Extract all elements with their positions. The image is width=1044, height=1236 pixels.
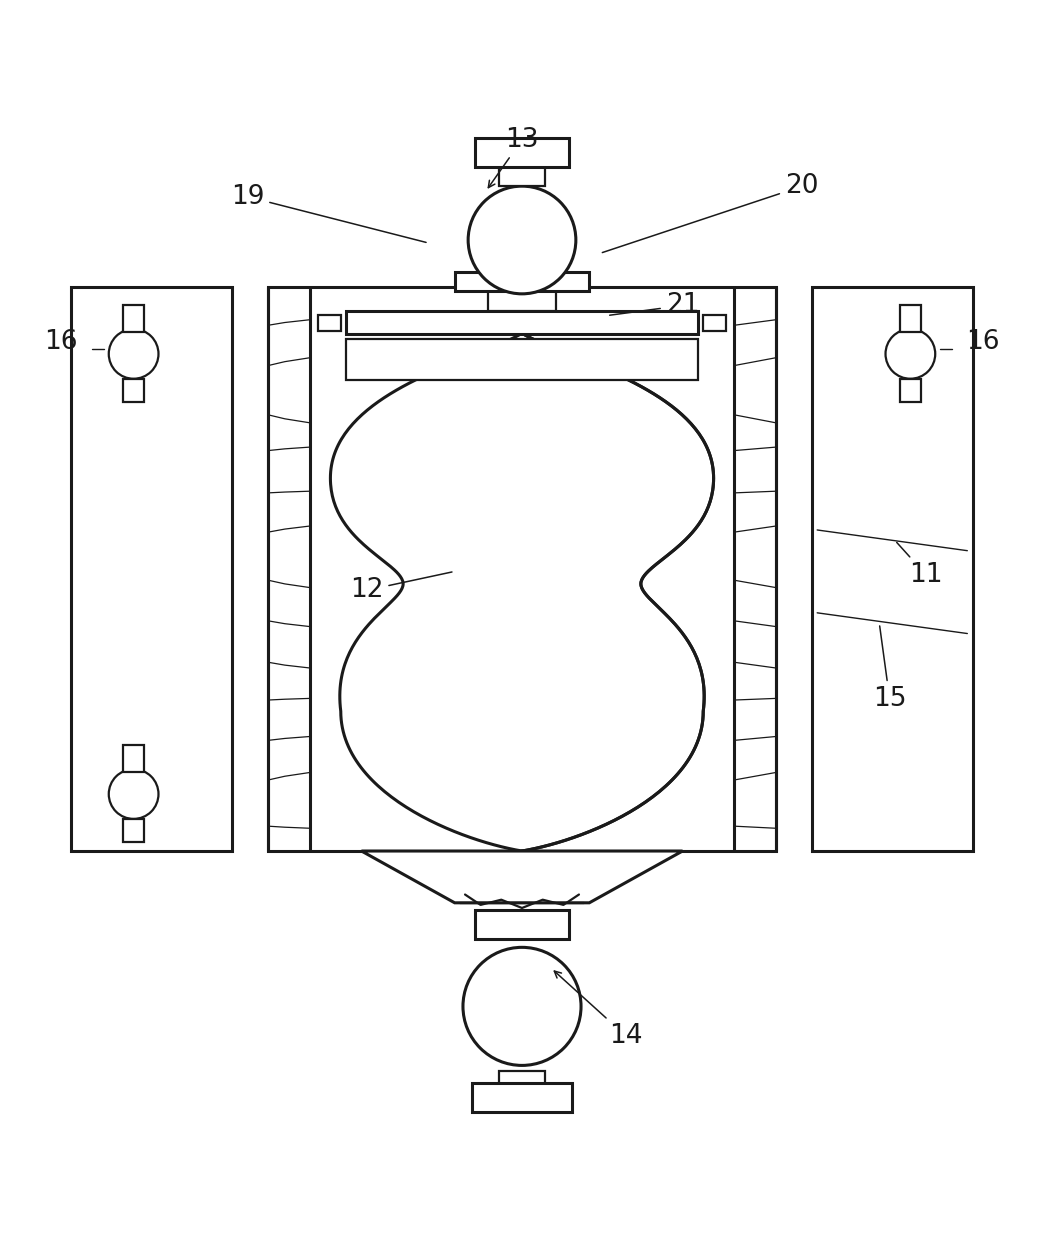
Text: 11: 11	[897, 543, 943, 588]
Bar	[704, 314, 726, 331]
Text: 15: 15	[873, 625, 906, 712]
Bar	[900, 378, 921, 402]
Bar	[475, 910, 569, 939]
Polygon shape	[330, 334, 714, 852]
Bar	[123, 819, 144, 842]
Bar	[472, 1083, 572, 1112]
Circle shape	[109, 329, 159, 378]
Bar	[812, 287, 973, 852]
Bar	[346, 311, 698, 334]
Polygon shape	[361, 852, 683, 902]
Circle shape	[468, 187, 576, 294]
Text: 16: 16	[45, 329, 78, 355]
Polygon shape	[346, 340, 698, 379]
Bar	[123, 745, 144, 772]
Bar	[318, 314, 340, 331]
Bar	[734, 287, 776, 852]
Text: 19: 19	[231, 184, 426, 242]
Text: 14: 14	[554, 971, 642, 1048]
Text: 12: 12	[350, 572, 452, 603]
Bar	[489, 290, 555, 311]
Bar	[499, 1070, 545, 1086]
Text: 20: 20	[602, 173, 818, 252]
Bar	[900, 305, 921, 332]
Circle shape	[109, 769, 159, 819]
Bar	[71, 287, 232, 852]
Circle shape	[885, 329, 935, 378]
Text: 21: 21	[610, 293, 699, 319]
Bar	[123, 378, 144, 402]
Text: 16: 16	[966, 329, 999, 355]
Circle shape	[462, 947, 582, 1065]
Bar	[455, 272, 589, 290]
Bar	[499, 257, 545, 272]
Bar	[475, 138, 569, 168]
Bar	[268, 287, 310, 852]
Bar	[499, 168, 545, 187]
Bar	[123, 305, 144, 332]
Text: 13: 13	[489, 127, 539, 188]
Bar	[268, 287, 776, 852]
